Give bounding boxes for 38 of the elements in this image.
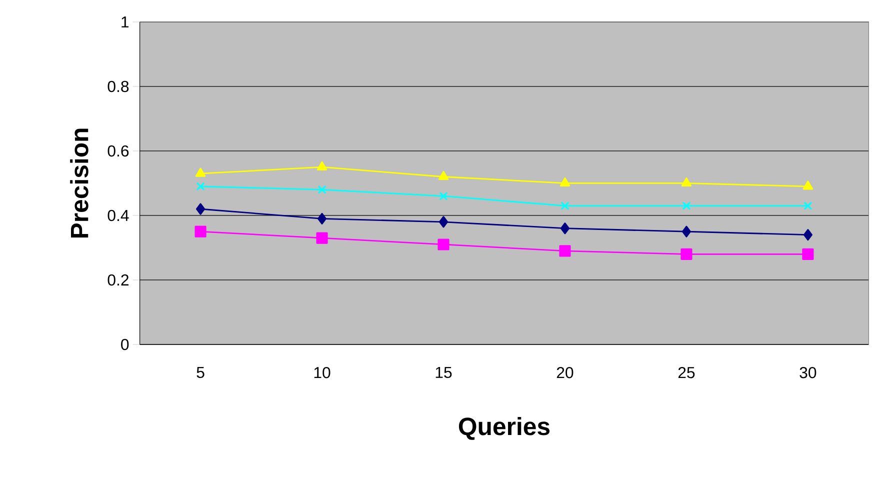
x-tick-label: 10: [314, 366, 330, 378]
y-tick-label: 0.6: [108, 145, 129, 156]
x-axis-title: Queries: [458, 416, 550, 440]
point: [560, 201, 570, 210]
point: [195, 168, 206, 177]
x-tick-label: 5: [196, 366, 204, 378]
y-tick-label: 0.4: [108, 210, 129, 221]
point: [682, 201, 691, 210]
point: [680, 248, 692, 260]
point: [560, 177, 570, 186]
point: [196, 182, 205, 191]
point: [438, 170, 449, 180]
y-tick-label: 0: [121, 338, 129, 350]
point: [318, 185, 326, 194]
point: [559, 245, 571, 257]
point: [803, 228, 812, 240]
point: [681, 177, 692, 186]
y-tick-label: 0.8: [108, 80, 129, 92]
point: [194, 226, 206, 238]
point: [196, 203, 206, 215]
point: [802, 180, 814, 190]
point: [438, 216, 448, 228]
point: [439, 192, 448, 200]
point: [804, 201, 812, 210]
y-tick-label: 0.2: [108, 274, 128, 286]
point: [316, 232, 328, 244]
x-tick-label: 25: [678, 366, 695, 378]
y-tick-label: 1: [122, 16, 129, 28]
point: [682, 226, 692, 238]
point: [560, 222, 570, 234]
point: [316, 161, 328, 170]
point: [438, 238, 450, 250]
x-tick-label: 30: [800, 366, 816, 378]
point: [802, 248, 814, 260]
x-tick-label: 15: [436, 366, 452, 378]
point: [317, 212, 327, 224]
y-axis-title: Precision: [70, 128, 88, 238]
x-tick-label: 20: [556, 366, 574, 378]
